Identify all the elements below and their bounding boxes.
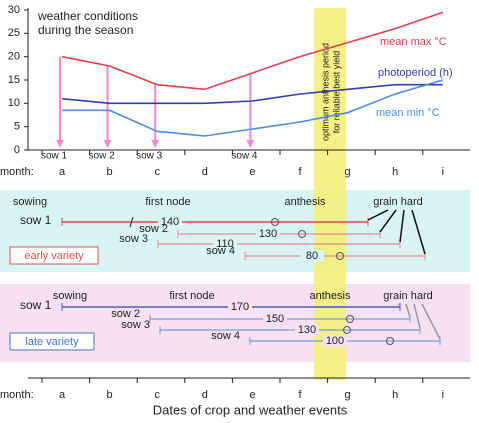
y-tick-label: 25 <box>8 27 20 39</box>
stage-label: grain hard <box>383 290 433 302</box>
y-tick-label: 5 <box>14 121 20 133</box>
variety-box <box>9 332 95 351</box>
chart-title: during the season <box>38 23 133 37</box>
y-tick-label: 0 <box>14 144 20 156</box>
x-tick-label: f <box>298 389 302 401</box>
month-label: month: <box>0 166 34 178</box>
y-tick-label: 20 <box>8 51 20 63</box>
variety-label: early variety <box>24 250 84 262</box>
anthesis-mark <box>271 218 279 226</box>
days-label: 130 <box>298 324 316 336</box>
x-tick-label: a <box>59 389 66 401</box>
stage-label: sowing <box>53 290 87 302</box>
days-label: 150 <box>266 313 284 325</box>
row-label: sow 2 <box>139 223 168 235</box>
variety-label: late variety <box>25 336 79 348</box>
x-tick-label: b <box>107 389 113 401</box>
grain-arrow <box>405 303 411 318</box>
sow-arrow-head <box>151 140 160 148</box>
x-tick-label: i <box>442 389 444 401</box>
anthesis-mark <box>298 230 306 238</box>
days-bg <box>323 335 347 347</box>
sow-arrow-head <box>56 140 64 148</box>
stage-label: sowing <box>13 196 47 208</box>
grain-arrow <box>399 209 405 243</box>
x-axis-title: Dates of crop and weather events <box>153 402 348 417</box>
anthesis-mark <box>346 315 354 323</box>
first-node-mark <box>129 216 134 228</box>
month-label: month: <box>0 389 34 401</box>
row-label: sow 4 <box>206 245 235 257</box>
days-label: 140 <box>161 216 179 228</box>
stage-label: anthesis <box>310 290 351 302</box>
days-label: 170 <box>231 301 249 313</box>
grain-arrow <box>367 209 389 221</box>
sow-arrow-head <box>103 140 112 148</box>
days-label: 80 <box>306 250 318 262</box>
days-label: 130 <box>259 228 277 240</box>
x-tick-label: e <box>249 166 255 178</box>
legend-label: mean max °C <box>380 36 447 48</box>
days-label: 100 <box>326 335 344 347</box>
variety-box <box>9 246 99 265</box>
row-label: sow 2 <box>111 308 140 320</box>
x-tick-label: c <box>154 166 160 178</box>
grain-arrow <box>379 209 397 233</box>
days-bg <box>256 228 280 240</box>
y-tick-label: 15 <box>8 74 20 86</box>
x-tick-label: e <box>249 389 255 401</box>
band-label: for reliable best yield <box>331 51 341 134</box>
days-bg <box>228 301 252 313</box>
row-label: sow 3 <box>121 319 150 331</box>
row-label: sow 4 <box>211 330 240 342</box>
days-bg <box>263 313 287 325</box>
grain-arrow <box>413 303 421 329</box>
x-tick-label: f <box>298 166 302 178</box>
x-tick-label: c <box>154 389 160 401</box>
stage-label: anthesis <box>285 196 326 208</box>
row-label: sow 1 <box>20 298 52 312</box>
y-tick-label: 10 <box>8 97 20 109</box>
sow-label: sow 2 <box>89 151 116 162</box>
legend-label: photoperiod (h) <box>378 67 453 79</box>
sow-label: sow 4 <box>231 151 258 162</box>
x-tick-label: i <box>442 166 444 178</box>
row-label: sow 1 <box>20 213 52 227</box>
x-tick-label: d <box>202 389 208 401</box>
x-tick-label: a <box>59 166 66 178</box>
sow-label: sow 3 <box>136 151 163 162</box>
x-tick-label: b <box>107 166 113 178</box>
chart-title: weather conditions <box>37 9 138 23</box>
anthesis-mark <box>336 252 344 260</box>
anthesis-mark <box>386 337 394 345</box>
x-tick-label: d <box>202 166 208 178</box>
x-tick-label: h <box>392 166 398 178</box>
series-line <box>61 11 444 91</box>
row-label: sow 3 <box>119 233 148 245</box>
days-bg <box>300 250 324 262</box>
sow-label: sow 1 <box>41 151 68 162</box>
series-line <box>62 79 444 137</box>
y-tick-label: 30 <box>8 4 20 16</box>
legend-label: mean min °C <box>376 107 440 119</box>
grain-arrow <box>397 303 401 306</box>
series-line <box>61 83 443 105</box>
x-tick-label: g <box>345 166 351 178</box>
x-tick-label: h <box>392 389 398 401</box>
stage-label: first node <box>145 196 190 208</box>
grain-arrow <box>421 303 441 340</box>
days-bg <box>295 324 319 336</box>
days-label: 110 <box>216 238 234 250</box>
anthesis-band <box>314 8 346 380</box>
grain-arrow <box>411 209 426 255</box>
anthesis-mark <box>343 326 351 334</box>
stage-label: grain hard <box>373 196 423 208</box>
sow-arrow-head <box>246 140 255 148</box>
stage-label: first node <box>169 290 214 302</box>
x-tick-label: g <box>345 389 351 401</box>
days-bg <box>213 238 237 250</box>
days-bg <box>158 216 182 228</box>
